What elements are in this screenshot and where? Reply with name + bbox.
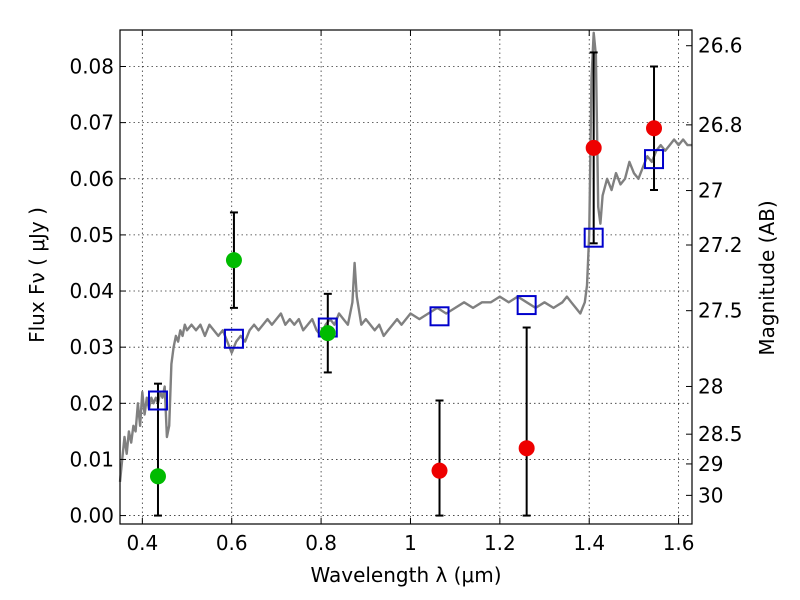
spectrum-series <box>118 31 692 483</box>
y-axis-title-right: Magnitude (AB) <box>755 200 779 355</box>
grid-lines <box>120 30 692 524</box>
mag-tick-label: 29 <box>698 452 723 476</box>
x-axis-title: Wavelength λ (μm) <box>310 563 501 587</box>
y-tick-label: 0.05 <box>69 223 114 247</box>
observation-point <box>431 462 448 479</box>
x-tick-label: 1.6 <box>663 531 695 555</box>
data-markers <box>147 120 665 485</box>
model-square <box>583 227 604 248</box>
y-tick-label: 0.03 <box>69 335 114 359</box>
mag-tick-label: 26.6 <box>698 34 743 58</box>
mag-tick-label: 26.8 <box>698 113 743 137</box>
x-tick-label: 0.6 <box>216 531 248 555</box>
x-tick-label: 1.2 <box>484 531 516 555</box>
model-square <box>223 328 244 349</box>
observation-point <box>585 139 602 156</box>
model-square <box>516 295 537 316</box>
y-tick-label: 0.00 <box>69 504 114 528</box>
observation-point <box>225 252 242 269</box>
observation-point <box>646 120 663 137</box>
plot-border <box>119 29 693 525</box>
mag-tick-label: 27.2 <box>698 233 743 257</box>
y-axis-title-left: Flux Fν ( μJy ) <box>25 207 49 343</box>
error-bars <box>153 51 659 517</box>
observation-point <box>149 468 166 485</box>
model-square <box>147 390 168 411</box>
y-tick-label: 0.01 <box>69 447 114 471</box>
y-tick-label: 0.02 <box>69 391 114 415</box>
observation-point <box>319 325 336 342</box>
x-tick-label: 1.4 <box>573 531 605 555</box>
spectrum-line <box>118 31 692 483</box>
magnitude-axis-ticks: 26.6 26.8 27 27.2 27.5 28 28.5 29 30 <box>686 34 743 507</box>
y-tick-label: 0.06 <box>69 167 114 191</box>
model-square <box>429 306 450 327</box>
y-axis-ticks: 0.00 0.01 0.02 0.03 0.04 0.05 0.06 0.07 0.08 <box>69 54 126 528</box>
y-tick-label: 0.07 <box>69 111 114 135</box>
y-tick-label: 0.08 <box>69 54 114 78</box>
mag-tick-label: 28.5 <box>698 422 743 446</box>
observation-point <box>518 440 535 457</box>
x-axis-ticks: 0.4 0.6 0.8 1 1.2 1.4 1.6 <box>126 30 695 555</box>
x-tick-label: 0.8 <box>305 531 337 555</box>
mag-tick-label: 28 <box>698 374 723 398</box>
mag-tick-label: 30 <box>698 483 723 507</box>
model-square <box>644 149 665 170</box>
y-tick-label: 0.04 <box>69 279 114 303</box>
mag-tick-label: 27.5 <box>698 299 743 323</box>
plot-frame <box>119 29 693 525</box>
x-tick-label: 1 <box>404 531 417 555</box>
x-tick-label: 0.4 <box>126 531 158 555</box>
mag-tick-label: 27 <box>698 179 723 203</box>
